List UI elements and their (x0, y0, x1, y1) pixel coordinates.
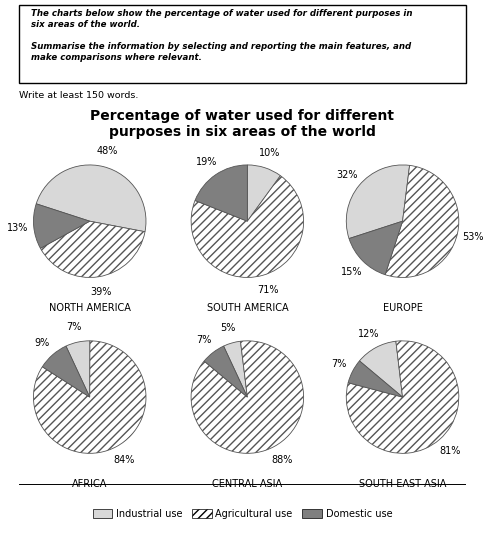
Text: 10%: 10% (258, 148, 280, 158)
Text: 12%: 12% (357, 329, 378, 339)
Wedge shape (348, 221, 402, 274)
Wedge shape (359, 341, 402, 397)
Wedge shape (33, 341, 146, 454)
Wedge shape (66, 341, 90, 397)
Text: 7%: 7% (196, 335, 211, 345)
Text: 9%: 9% (34, 338, 50, 348)
Text: 19%: 19% (196, 157, 217, 167)
Wedge shape (191, 176, 303, 278)
Text: 71%: 71% (256, 285, 278, 295)
Text: 81%: 81% (438, 447, 459, 456)
Text: EUROPE: EUROPE (382, 303, 422, 313)
Legend: Industrial use, Agricultural use, Domestic use: Industrial use, Agricultural use, Domest… (89, 505, 395, 523)
Text: 15%: 15% (340, 267, 362, 277)
Text: 7%: 7% (330, 359, 346, 369)
FancyBboxPatch shape (19, 5, 465, 83)
Wedge shape (33, 204, 90, 248)
Text: 5%: 5% (219, 323, 235, 333)
Wedge shape (247, 165, 280, 221)
Text: 84%: 84% (113, 455, 135, 465)
Text: 48%: 48% (97, 147, 118, 157)
Text: Summarise the information by selecting and reporting the main features, and
make: Summarise the information by selecting a… (30, 43, 410, 62)
Text: The charts below show the percentage of water used for different purposes in
six: The charts below show the percentage of … (30, 9, 411, 29)
Text: 53%: 53% (461, 232, 483, 242)
Wedge shape (384, 165, 458, 278)
Text: NORTH AMERICA: NORTH AMERICA (49, 303, 130, 313)
Wedge shape (40, 221, 145, 278)
Text: AFRICA: AFRICA (72, 479, 107, 489)
Text: 88%: 88% (271, 455, 292, 465)
Wedge shape (348, 361, 402, 397)
Text: CENTRAL ASIA: CENTRAL ASIA (212, 479, 282, 489)
Text: 7%: 7% (66, 322, 82, 332)
Wedge shape (42, 346, 90, 397)
Wedge shape (36, 165, 146, 232)
Text: SOUTH AMERICA: SOUTH AMERICA (206, 303, 287, 313)
Text: SOUTH EAST ASIA: SOUTH EAST ASIA (358, 479, 445, 489)
Text: Percentage of water used for different
purposes in six areas of the world: Percentage of water used for different p… (91, 109, 393, 139)
Text: 39%: 39% (90, 287, 111, 297)
Wedge shape (346, 165, 409, 239)
Text: Write at least 150 words.: Write at least 150 words. (19, 92, 138, 100)
Wedge shape (191, 341, 303, 454)
Wedge shape (195, 165, 247, 221)
Wedge shape (204, 346, 247, 397)
Wedge shape (346, 341, 458, 454)
Text: 13%: 13% (7, 223, 29, 233)
Wedge shape (223, 341, 247, 397)
Text: 32%: 32% (335, 170, 357, 180)
